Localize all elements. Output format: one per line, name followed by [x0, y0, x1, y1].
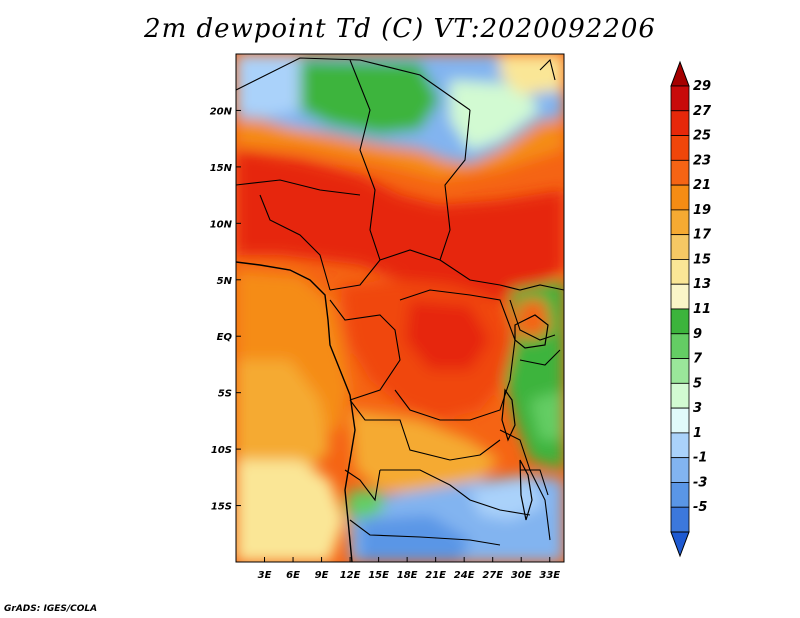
y-axis-ticks: 20N 15N 10N 5N EQ 5S 10S 15S: [210, 106, 241, 513]
x-tick-label: 21E: [425, 570, 446, 581]
y-tick-label: 10S: [211, 445, 232, 456]
colorbar-label: -1: [693, 451, 707, 466]
colorbar-label: 13: [693, 277, 711, 292]
colorbar-swatch: [670, 283, 690, 310]
y-tick-label: EQ: [217, 332, 233, 343]
y-tick-label: 15N: [210, 163, 233, 174]
colorbar-swatch: [670, 184, 690, 211]
colorbar-label: 29: [693, 79, 711, 94]
colorbar-swatch: [670, 135, 690, 161]
colorbar-max-arrow: [670, 60, 690, 87]
y-tick-label: 10N: [210, 219, 233, 230]
x-tick-label: 30E: [511, 570, 532, 581]
x-tick-label: 33E: [539, 570, 560, 581]
y-tick-label: 20N: [210, 106, 233, 117]
colorbar-label: 9: [693, 327, 702, 342]
colorbar-label: -3: [693, 475, 707, 490]
x-tick-label: 9E: [315, 570, 329, 581]
grads-credit: GrADS: IGES/COLA: [4, 604, 98, 614]
colorbar-label: 1: [693, 426, 702, 441]
colorbar-swatch: [670, 234, 690, 260]
colorbar-label: 17: [693, 228, 712, 243]
y-tick-label: 5S: [218, 389, 232, 400]
x-tick-label: 12E: [340, 570, 361, 581]
colorbar-swatch: [670, 506, 690, 533]
x-axis-ticks: 3E 6E 9E 12E 15E 18E 21E 24E 27E 30E 33E: [258, 557, 560, 581]
colorbar-label: 23: [693, 153, 711, 168]
colorbar-label: 3: [693, 401, 702, 416]
colorbar-label: 11: [693, 302, 711, 317]
colorbar-label: 19: [693, 203, 711, 218]
colorbar-label: 7: [693, 352, 703, 367]
colorbar-label: -5: [693, 500, 707, 515]
x-tick-label: 27E: [482, 570, 503, 581]
x-tick-label: 6E: [286, 570, 300, 581]
colorbar-swatch: [670, 333, 690, 359]
colorbar-label: 21: [693, 178, 711, 193]
colorbar-swatch: [670, 482, 690, 508]
x-tick-label: 24E: [454, 570, 475, 581]
map-frame: [235, 53, 565, 563]
colorbar-swatch: [670, 382, 690, 409]
x-tick-label: 18E: [397, 570, 418, 581]
y-tick-label: 5N: [217, 276, 233, 287]
colorbar-swatch: [670, 358, 690, 384]
colorbar-swatch: [670, 457, 690, 483]
colorbar-swatch: [670, 407, 690, 434]
colorbar-label: 5: [693, 376, 702, 391]
colorbar-swatch: [670, 110, 690, 136]
x-tick-label: 3E: [258, 570, 272, 581]
dewpoint-field: [236, 54, 564, 562]
colorbar: 29 27 25 23 21 19 17 15 13 11 9 7 5 3 1 -1 -3 -5: [670, 60, 712, 558]
colorbar-swatch: [670, 432, 690, 459]
colorbar-label: 27: [693, 104, 712, 119]
colorbar-swatch: [670, 259, 690, 285]
x-tick-label: 15E: [368, 570, 389, 581]
colorbar-min-arrow: [670, 531, 690, 558]
y-tick-label: 15S: [211, 502, 232, 513]
colorbar-label: 25: [693, 129, 711, 144]
map-title: 2m dewpoint Td (C) VT:2020092206: [144, 14, 656, 44]
colorbar-swatch: [670, 159, 690, 186]
colorbar-swatch: [670, 308, 690, 335]
colorbar-swatch: [670, 85, 690, 112]
colorbar-label: 15: [693, 252, 711, 267]
colorbar-swatch: [670, 209, 690, 236]
